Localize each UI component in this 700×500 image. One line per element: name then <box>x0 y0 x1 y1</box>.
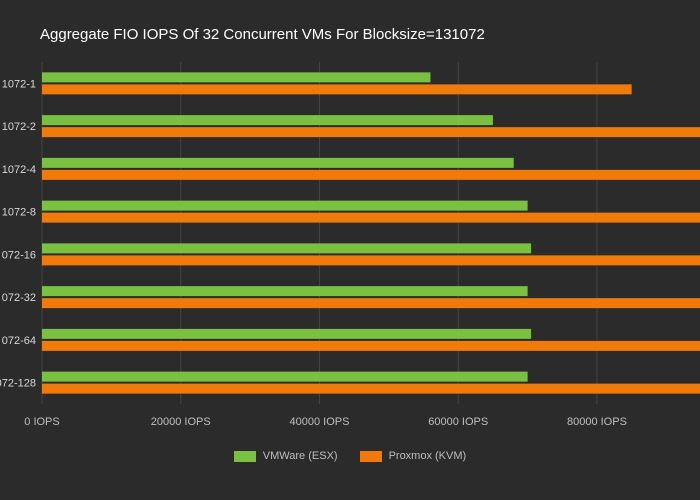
x-tick-label: 80000 IOPS <box>567 416 627 428</box>
legend-swatch-vmware <box>233 450 256 462</box>
category-label: 1072-4 <box>2 164 36 176</box>
bar-proxmox[interactable] <box>42 383 700 394</box>
bar-vmware[interactable] <box>42 115 493 126</box>
bar-vmware[interactable] <box>42 286 528 297</box>
bar-vmware[interactable] <box>42 371 528 382</box>
bar-proxmox[interactable] <box>42 212 700 223</box>
legend-label-vmware: VMWare (ESX) <box>262 450 338 462</box>
category-label: 1072-1 <box>2 78 36 90</box>
x-tick-label: 60000 IOPS <box>428 416 488 428</box>
bar-vmware[interactable] <box>42 328 532 339</box>
bar-proxmox[interactable] <box>42 340 700 351</box>
category-label: 072-64 <box>2 335 36 347</box>
category-label: 072-128 <box>0 378 36 390</box>
bar-proxmox[interactable] <box>42 127 700 138</box>
bar-vmware[interactable] <box>42 157 514 168</box>
bar-vmware[interactable] <box>42 72 431 83</box>
bar-vmware[interactable] <box>42 200 528 211</box>
legend-item-vmware[interactable]: VMWare (ESX) <box>233 450 338 462</box>
bar-vmware[interactable] <box>42 243 532 254</box>
legend-swatch-proxmox <box>359 450 382 462</box>
category-label: 072-32 <box>2 292 36 304</box>
legend-item-proxmox[interactable]: Proxmox (KVM) <box>359 450 467 462</box>
legend-label-proxmox: Proxmox (KVM) <box>388 450 467 462</box>
bar-proxmox[interactable] <box>42 255 700 266</box>
bar-proxmox[interactable] <box>42 298 700 309</box>
x-tick-label: 20000 IOPS <box>151 416 211 428</box>
x-tick-label: 40000 IOPS <box>290 416 350 428</box>
bar-proxmox[interactable] <box>42 169 700 180</box>
category-label: 072-16 <box>2 249 36 261</box>
category-label: 1072-8 <box>2 207 36 219</box>
chart-title: Aggregate FIO IOPS Of 32 Concurrent VMs … <box>40 26 485 43</box>
x-tick-label: 0 IOPS <box>24 416 59 428</box>
category-label: 1072-2 <box>2 121 36 133</box>
bar-proxmox[interactable] <box>42 84 632 95</box>
legend: VMWare (ESX) Proxmox (KVM) <box>0 450 700 462</box>
